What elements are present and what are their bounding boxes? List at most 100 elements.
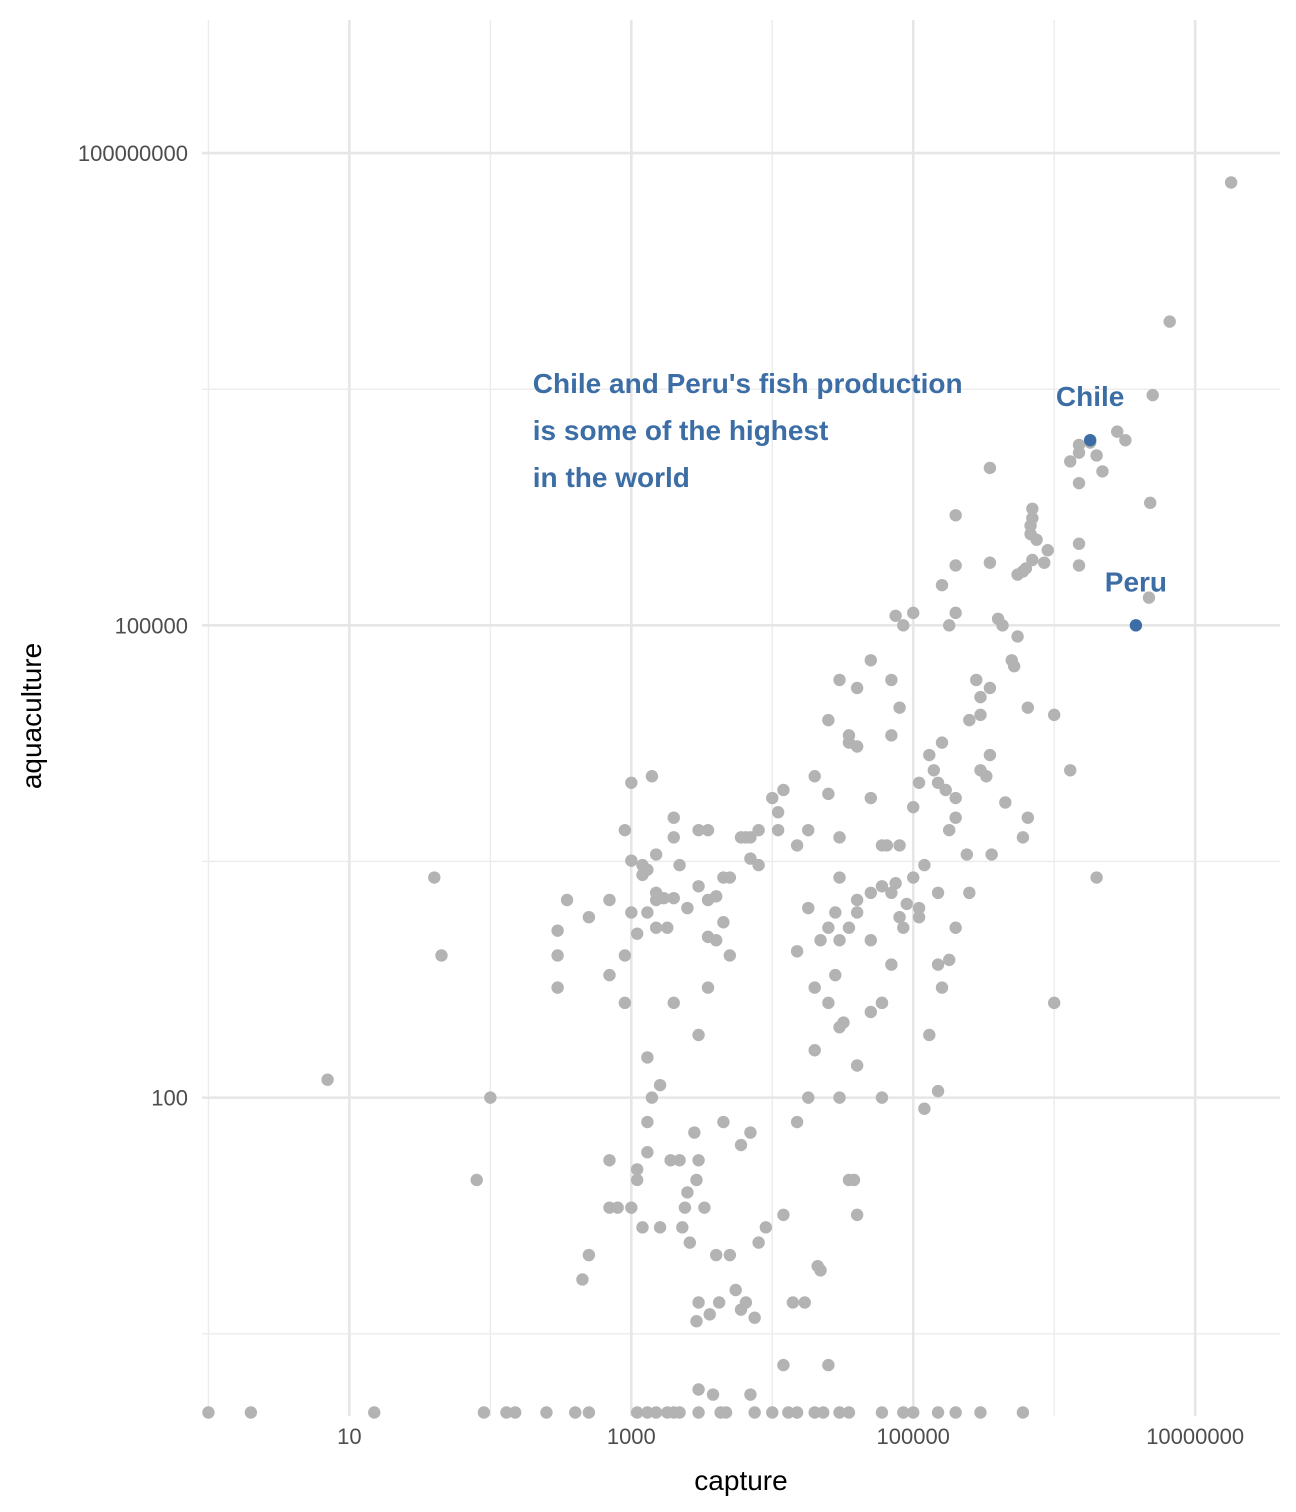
data-point: [484, 1091, 497, 1104]
data-point: [949, 811, 962, 824]
data-point: [885, 729, 898, 742]
data-point: [692, 1383, 705, 1396]
data-point: [625, 854, 638, 867]
data-point: [653, 1078, 667, 1092]
data-point: [771, 823, 785, 837]
data-point: [551, 981, 564, 994]
data-point: [833, 831, 846, 844]
x-axis-ticks: 10 1000 100000 10000000: [337, 1424, 1244, 1449]
data-point: [1016, 831, 1030, 844]
data-point: [630, 1406, 644, 1419]
data-point: [931, 958, 945, 971]
data-point: [864, 1005, 877, 1019]
data-point: [777, 1208, 790, 1222]
data-point: [692, 823, 705, 837]
data-point: [949, 559, 962, 572]
data-point: [864, 791, 877, 805]
data-point: [1072, 476, 1086, 490]
data-point: [949, 509, 962, 522]
data-point: [833, 1021, 846, 1034]
data-point: [907, 606, 920, 620]
y-tick-label: 100000000: [78, 141, 188, 166]
data-point: [667, 811, 680, 824]
data-point: [1041, 544, 1054, 557]
data-point: [1144, 496, 1157, 510]
data-point: [931, 886, 945, 900]
plot-grid: [202, 20, 1280, 1416]
data-point: [949, 606, 962, 620]
data-point: [717, 916, 730, 929]
data-point: [701, 981, 715, 994]
data-point: [701, 823, 715, 837]
data-point: [636, 1221, 649, 1234]
data-point: [661, 921, 674, 934]
data-point: [817, 1406, 830, 1419]
data-point: [723, 1248, 737, 1262]
data-point: [645, 770, 659, 783]
data-point: [625, 776, 638, 789]
data-point: [673, 858, 686, 872]
data-point: [681, 901, 694, 915]
data-point: [1030, 533, 1043, 546]
data-point: [983, 556, 997, 569]
data-point: [703, 1308, 716, 1321]
data-point: [428, 871, 441, 884]
data-point: [709, 1248, 723, 1262]
data-point: [653, 1221, 667, 1234]
x-tick-label: 1000: [607, 1424, 656, 1449]
data-point: [630, 1163, 644, 1176]
data-point: [1072, 559, 1086, 572]
data-point: [706, 1388, 720, 1401]
data-point: [701, 893, 715, 907]
data-point: [719, 1406, 733, 1419]
data-point: [814, 933, 827, 947]
data-point: [931, 1084, 945, 1098]
data-point: [808, 770, 821, 783]
data-point: [885, 673, 898, 687]
data-point: [717, 1115, 730, 1129]
data-point: [692, 1296, 705, 1309]
data-point: [582, 910, 596, 924]
data-point: [935, 578, 949, 592]
data-point: [1021, 811, 1035, 824]
data-point: [744, 1126, 757, 1139]
data-point: [368, 1406, 381, 1419]
data-point: [970, 673, 983, 687]
data-point: [683, 1236, 697, 1249]
data-point: [943, 823, 956, 837]
data-point: [636, 868, 649, 882]
data-point: [664, 1154, 677, 1167]
data-point: [949, 921, 962, 934]
data-point: [649, 886, 663, 900]
data-point: [560, 893, 574, 907]
data-point: [927, 764, 941, 777]
data-point: [766, 791, 779, 805]
data-point: [893, 910, 906, 924]
data-point: [649, 1406, 663, 1419]
data-point: [897, 619, 910, 632]
data-point: [822, 787, 835, 801]
data-point: [943, 619, 956, 632]
data-point: [618, 949, 632, 962]
highlight-point-peru: [1129, 619, 1143, 632]
data-point: [850, 906, 864, 919]
data-point: [625, 1201, 638, 1214]
data-point: [723, 949, 737, 962]
data-point: [907, 800, 920, 814]
data-point: [618, 996, 632, 1010]
data-point: [1224, 176, 1238, 189]
data-point: [551, 949, 564, 962]
data-point: [500, 1406, 513, 1419]
data-point: [893, 839, 906, 852]
data-point: [603, 893, 616, 907]
data-point: [847, 1173, 861, 1187]
data-point: [885, 886, 898, 900]
data-point: [808, 981, 821, 994]
data-point: [897, 1406, 910, 1419]
data-point: [912, 901, 926, 915]
data-point: [1163, 315, 1176, 328]
data-point: [850, 681, 864, 695]
data-point: [508, 1406, 522, 1419]
data-point: [739, 831, 753, 844]
